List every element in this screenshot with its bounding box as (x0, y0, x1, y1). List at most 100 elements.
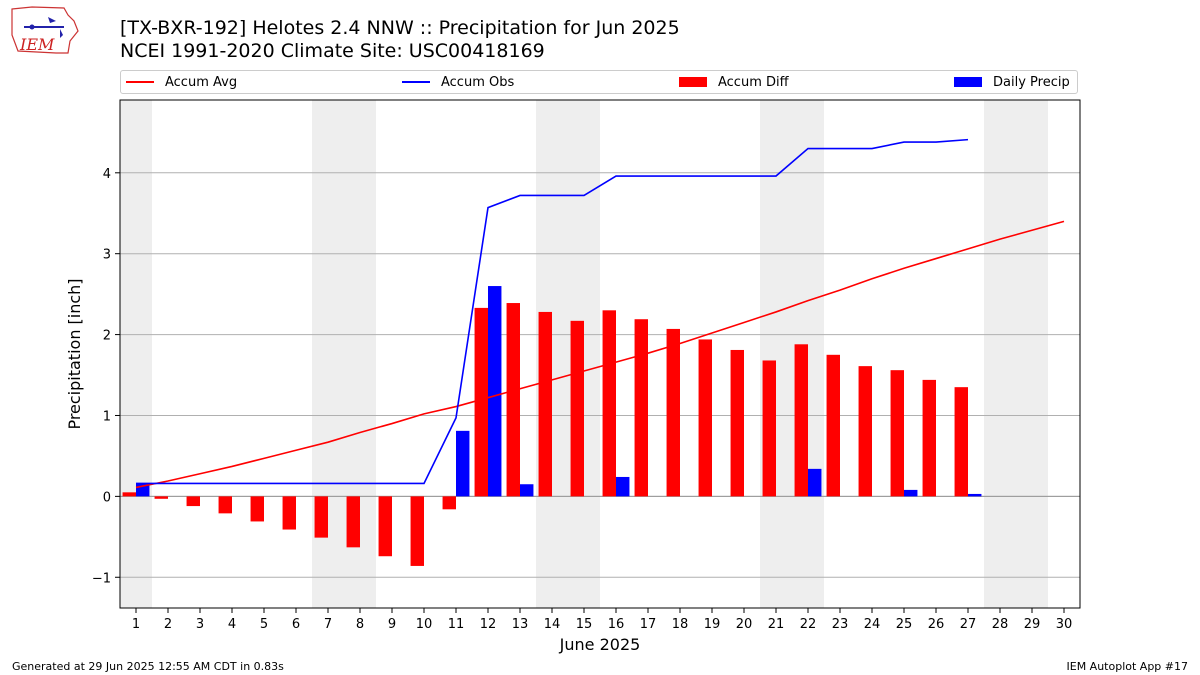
legend-item-accum-obs: Accum Obs (402, 71, 514, 93)
x-tick-label: 29 (1024, 617, 1041, 632)
accum-diff-bar (250, 496, 264, 522)
legend-label: Accum Diff (718, 74, 789, 90)
accum-diff-bar (730, 349, 744, 497)
accum-diff-bar (474, 307, 488, 497)
daily-precip-bar (488, 286, 502, 497)
x-tick-label: 27 (960, 617, 977, 632)
x-tick-label: 6 (292, 617, 300, 632)
accum-diff-bar (698, 339, 712, 497)
legend-label: Accum Obs (441, 74, 515, 90)
x-tick-label: 22 (800, 617, 817, 632)
daily-precip-bar (520, 484, 534, 497)
legend-label: Daily Precip (993, 74, 1070, 90)
weekend-band (984, 100, 1016, 608)
legend-item-accum-diff: Accum Diff (679, 71, 789, 93)
accum-diff-bar (282, 496, 296, 530)
accum-diff-bar (570, 320, 584, 497)
chart-legend: Accum Avg Accum Obs Accum Diff Daily Pre… (120, 70, 1078, 94)
x-tick-label: 19 (704, 617, 721, 632)
y-axis-label: Precipitation [inch] (65, 278, 84, 429)
x-tick-label: 17 (640, 617, 657, 632)
daily-precip-bar (808, 468, 822, 497)
x-tick-label: 2 (164, 617, 172, 632)
x-tick-label: 16 (608, 617, 625, 632)
x-tick-label: 12 (480, 617, 497, 632)
footer-app: IEM Autoplot App #17 (1066, 660, 1189, 673)
x-tick-label: 24 (864, 617, 881, 632)
y-tick-label: 3 (103, 248, 111, 263)
y-tick-label: 0 (103, 490, 111, 505)
accum-diff-bar (602, 310, 616, 497)
legend-swatch (402, 81, 430, 83)
accum-diff-bar (378, 496, 392, 557)
accum-obs-line (136, 138, 969, 485)
legend-swatch (954, 77, 982, 87)
accum-diff-bar (634, 319, 648, 497)
line-marks (135, 138, 1065, 489)
daily-precip-bar (904, 489, 918, 497)
weekend-band (120, 100, 152, 608)
daily-precip-bar (968, 493, 982, 497)
accum-diff-bar (666, 328, 680, 497)
accum-diff-bar (922, 379, 936, 497)
accum-diff-bar (762, 360, 776, 497)
accum-diff-bar (442, 496, 456, 510)
x-tick-label: 10 (416, 617, 433, 632)
accum-diff-bar (794, 344, 808, 497)
x-tick-label: 13 (512, 617, 529, 632)
accum-diff-bar (506, 303, 520, 497)
footer-generated: Generated at 29 Jun 2025 12:55 AM CDT in… (12, 660, 284, 673)
accum-diff-bar (890, 370, 904, 497)
accum-diff-bar (954, 387, 968, 497)
legend-swatch (126, 81, 154, 83)
weekend-band (760, 100, 792, 608)
x-tick-label: 25 (896, 617, 913, 632)
chart-title: [TX-BXR-192] Helotes 2.4 NNW :: Precipit… (120, 17, 680, 39)
weekend-band (1016, 100, 1048, 608)
iem-logo: IEM (8, 5, 80, 59)
x-tick-label: 15 (576, 617, 593, 632)
plot-frame (119, 99, 1081, 609)
daily-precip-bar (456, 430, 470, 497)
y-tick-label: −1 (92, 571, 111, 586)
accum-diff-bar (858, 366, 872, 497)
x-tick-label: 11 (448, 617, 465, 632)
x-tick-label: 8 (356, 617, 364, 632)
x-tick-label: 26 (928, 617, 945, 632)
x-tick-label: 7 (324, 617, 332, 632)
accum-diff-bar (154, 496, 168, 499)
x-tick-label: 30 (1056, 617, 1073, 632)
x-tick-label: 3 (196, 617, 204, 632)
daily-precip-bar (616, 476, 630, 497)
legend-swatch (679, 77, 707, 87)
accum-avg-line (135, 220, 1065, 489)
accum-diff-bar (314, 496, 328, 538)
legend-label: Accum Avg (165, 74, 238, 90)
x-tick-label: 5 (260, 617, 268, 632)
accum-diff-bar (410, 496, 424, 566)
accum-diff-bar (538, 311, 552, 497)
x-axis-label: June 2025 (559, 635, 641, 654)
legend-item-daily-precip: Daily Precip (954, 71, 1070, 93)
y-tick-label: 2 (103, 329, 111, 344)
x-tick-label: 4 (228, 617, 236, 632)
x-tick-label: 20 (736, 617, 753, 632)
chart-subtitle: NCEI 1991-2020 Climate Site: USC00418169 (120, 40, 545, 62)
x-tick-label: 28 (992, 617, 1009, 632)
x-tick-label: 9 (388, 617, 396, 632)
accum-diff-bar (346, 496, 360, 548)
accum-diff-bar (218, 496, 232, 514)
legend-item-accum-avg: Accum Avg (126, 71, 237, 93)
y-tick-label: 4 (103, 167, 111, 182)
x-tick-label: 23 (832, 617, 849, 632)
logo-text: IEM (19, 35, 55, 54)
y-tick-label: 1 (103, 409, 111, 424)
x-tick-label: 18 (672, 617, 689, 632)
x-tick-label: 1 (132, 617, 140, 632)
accum-diff-bar (186, 496, 200, 507)
accum-diff-bar (826, 354, 840, 497)
x-tick-label: 21 (768, 617, 785, 632)
accum-diff-bar (122, 492, 136, 497)
